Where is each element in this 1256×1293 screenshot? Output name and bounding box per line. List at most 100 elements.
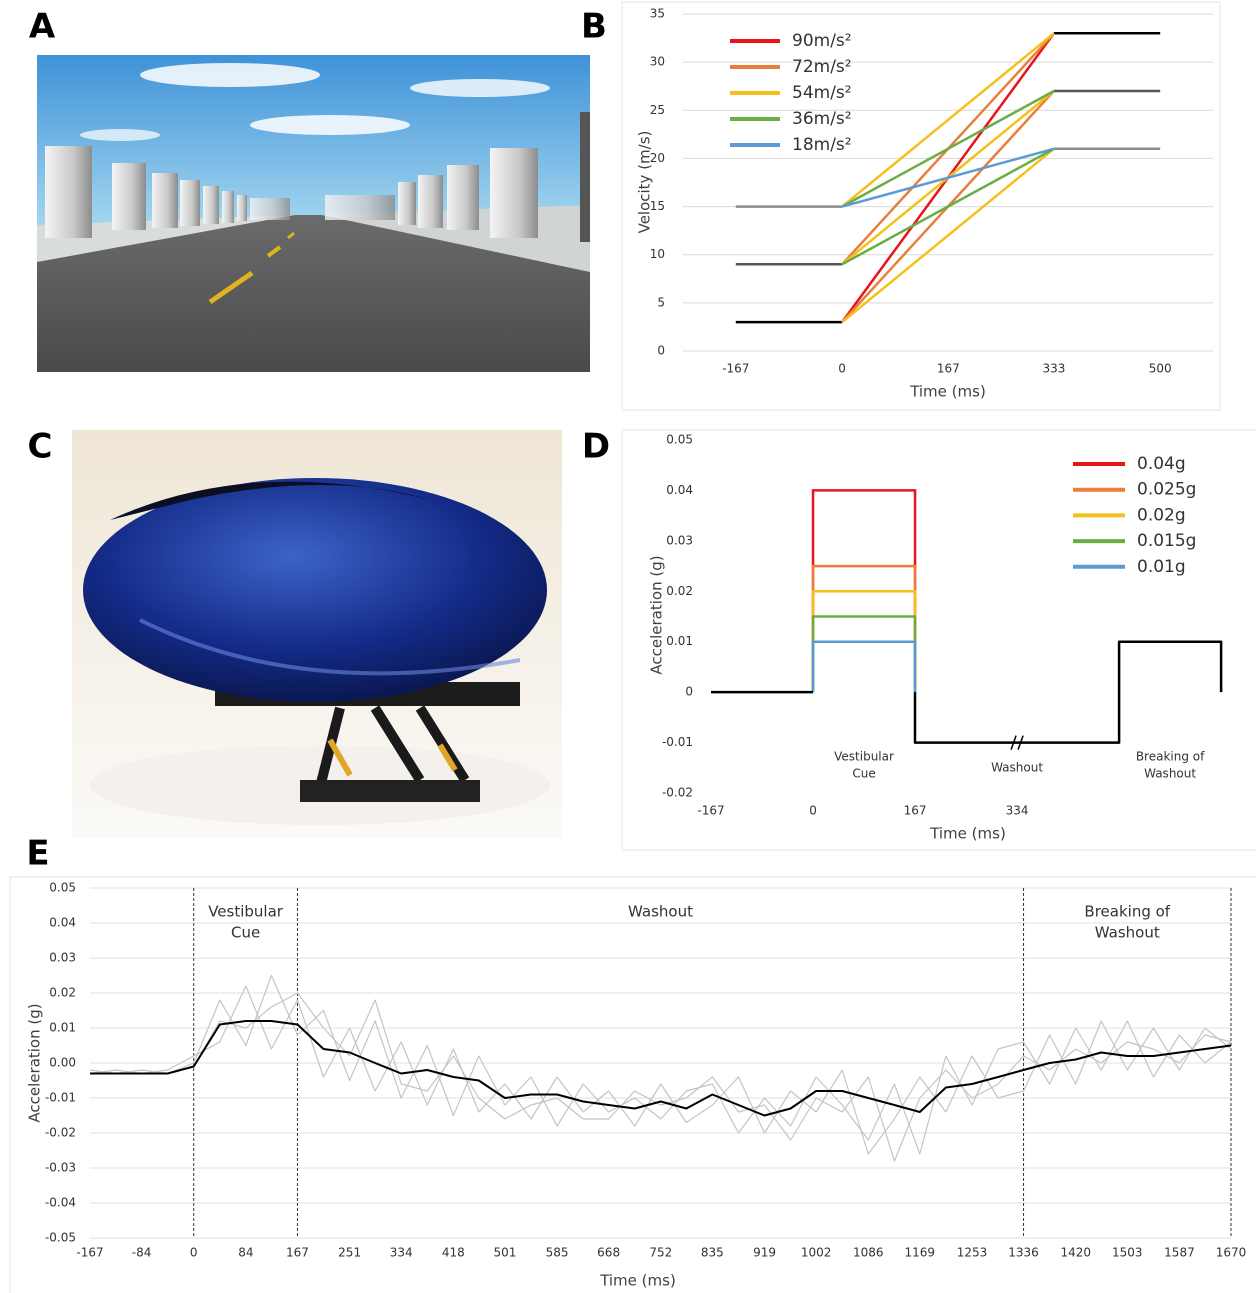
pillar (222, 191, 234, 223)
page: A B C D E Time (ms) Velocity (m/s) Time … (0, 0, 1256, 1293)
pillar (203, 186, 219, 224)
y-tick-label: 35 (650, 7, 665, 21)
y-tick-label: 0.04 (666, 483, 693, 497)
x-tick-label: 0 (838, 362, 846, 376)
x-tick-label: 167 (904, 804, 927, 818)
cloud (140, 63, 320, 87)
pillar (325, 195, 395, 220)
y-tick-label: 0.01 (666, 634, 693, 648)
acceleration-trace (90, 993, 1231, 1161)
y-tick-label: 15 (650, 199, 665, 213)
x-tick-label: 1086 (853, 1246, 884, 1260)
legend-label: 0.025g (1137, 480, 1196, 500)
phase-label: Washout (1095, 924, 1160, 942)
x-tick-label: 1253 (957, 1246, 988, 1260)
y-tick-label: 0.01 (49, 1021, 76, 1035)
x-tick-label: 167 (937, 362, 960, 376)
panel-frame (10, 877, 1256, 1293)
x-tick-label: 167 (286, 1246, 309, 1260)
pillar (152, 173, 178, 228)
x-tick-label: 1670 (1216, 1246, 1247, 1260)
base (300, 780, 480, 802)
x-tick-label: 418 (442, 1246, 465, 1260)
y-tick-label: -0.03 (45, 1161, 76, 1175)
x-tick-label: -167 (76, 1246, 103, 1260)
pillar (398, 182, 416, 225)
x-tick-label: 251 (338, 1246, 361, 1260)
panel-label: B (581, 7, 607, 47)
acceleration-trace (90, 986, 1231, 1154)
x-tick-label: 1002 (801, 1246, 832, 1260)
y-tick-label: 30 (650, 55, 665, 69)
y-tick-label: 0 (657, 344, 665, 358)
phase-label: Washout (991, 761, 1043, 775)
x-tick-label: 585 (546, 1246, 569, 1260)
legend-label: 0.01g (1137, 557, 1186, 577)
simulator-photo (72, 430, 562, 838)
x-tick-label: 84 (238, 1246, 253, 1260)
x-tick-label: 501 (493, 1246, 516, 1260)
pulse (813, 566, 915, 692)
x-axis-title: Time (ms) (909, 383, 986, 401)
y-tick-label: 0.05 (666, 433, 693, 447)
cloud (410, 79, 550, 97)
x-tick-label: 1169 (905, 1246, 936, 1260)
panel-label: C (28, 427, 53, 467)
figure: A B C D E Time (ms) Velocity (m/s) Time … (0, 0, 1256, 1293)
pulse (813, 642, 915, 692)
phase-label: Breaking of (1084, 903, 1170, 921)
phase-label: Washout (1144, 767, 1196, 781)
x-tick-label: 334 (390, 1246, 413, 1260)
legend-label: 18m/s² (792, 135, 852, 155)
driving-scene (37, 55, 590, 372)
x-tick-label: 500 (1149, 362, 1172, 376)
y-tick-label: -0.02 (45, 1126, 76, 1140)
y-axis-title: Acceleration (g) (26, 1003, 44, 1122)
cloud (250, 115, 410, 135)
pillar (237, 195, 247, 221)
y-tick-label: 0.02 (49, 986, 76, 1000)
panel-label: A (29, 7, 56, 47)
y-axis-title: Velocity (m/s) (636, 131, 654, 234)
y-tick-label: 20 (650, 151, 665, 165)
y-tick-label: 10 (650, 247, 665, 261)
x-tick-label: 919 (753, 1246, 776, 1260)
panel-frame (622, 2, 1220, 410)
y-tick-label: -0.01 (662, 735, 693, 749)
phase-label: Washout (628, 903, 693, 921)
y-tick-label: -0.02 (662, 786, 693, 800)
y-tick-label: -0.04 (45, 1196, 76, 1210)
x-axis-title: Time (ms) (929, 825, 1006, 843)
pillar (45, 146, 92, 238)
legend-label: 36m/s² (792, 109, 852, 129)
y-tick-label: 0 (685, 685, 693, 699)
x-tick-label: 1587 (1164, 1246, 1195, 1260)
panel-label: D (582, 427, 610, 467)
x-tick-label: 1420 (1060, 1246, 1091, 1260)
acceleration-trace (90, 1021, 1231, 1116)
legend-label: 0.04g (1137, 454, 1186, 474)
washout-trace (711, 642, 1221, 743)
y-tick-label: -0.05 (45, 1231, 76, 1245)
legend-label: 0.015g (1137, 531, 1196, 551)
y-tick-label: 0.03 (666, 533, 693, 547)
velocity-line (842, 149, 1054, 322)
y-tick-label: 0.03 (49, 951, 76, 965)
legend-label: 72m/s² (792, 57, 852, 77)
pillar (580, 112, 590, 242)
pillar (112, 163, 146, 230)
pillar (490, 148, 538, 238)
legend-label: 90m/s² (792, 31, 852, 51)
cloud (80, 129, 160, 141)
pillar (447, 165, 479, 230)
legend-label: 54m/s² (792, 83, 852, 103)
x-tick-label: 0 (809, 804, 817, 818)
y-tick-label: 0.04 (49, 916, 76, 930)
x-tick-label: 334 (1006, 804, 1029, 818)
x-tick-label: 0 (190, 1246, 198, 1260)
legend-label: 0.02g (1137, 505, 1186, 525)
y-tick-label: 0.05 (49, 881, 76, 895)
x-tick-label: 1503 (1112, 1246, 1143, 1260)
x-tick-label: 333 (1042, 362, 1065, 376)
pillar (250, 198, 290, 220)
